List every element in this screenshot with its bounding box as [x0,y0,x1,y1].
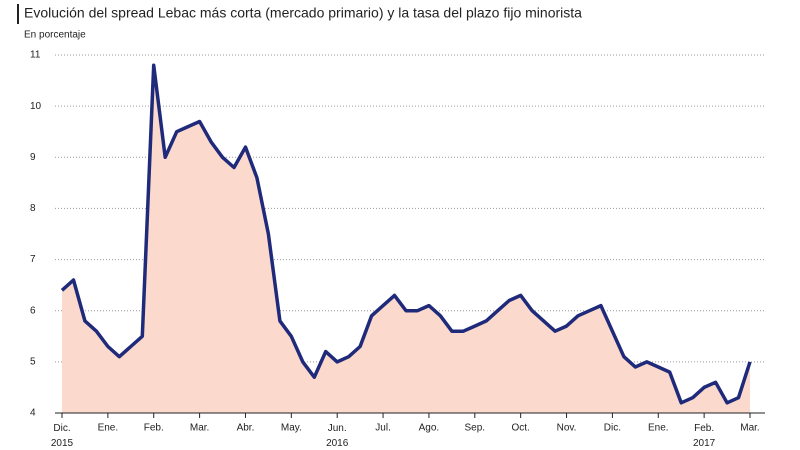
y-tick-label: 7 [30,254,36,265]
y-tick-label: 10 [30,101,42,112]
x-tick-label: Dic. [604,423,621,434]
x-tick-label: Abr. [237,423,255,434]
x-tick-label: Ene. [648,423,669,434]
line [60,63,752,405]
x-tick-label: Dic. 2015 [51,423,74,449]
x-tick-label: Feb. 2017 [693,423,716,449]
y-tick-label: 8 [30,203,36,214]
x-tick-label: Jul. [375,423,391,434]
x-tick-label: Mar. [740,423,759,434]
y-tick-label: 11 [30,50,41,61]
x-tick-label: Ago. [419,423,440,434]
y-tick-label: 5 [30,356,36,367]
x-tick-label: Mar. [190,423,209,434]
area [62,65,750,413]
x-tick-label: Ene. [98,423,119,434]
x-tick-label: Oct. [511,423,529,434]
x-tick-label: Nov. [557,423,577,434]
x-tick-label: Jun. 2016 [326,423,349,449]
x-tick-label: Sep. [465,423,486,434]
chart-title: Evolución del spread Lebac más corta (me… [24,5,582,21]
x-tick-label: Feb. [144,423,164,434]
title-bar [17,4,19,24]
y-tick-label: 6 [30,305,36,316]
y-tick-label: 4 [30,408,36,419]
y-tick-label: 9 [30,152,36,163]
subtitle: En porcentaje [24,30,86,41]
x-tick-label: May. [281,423,302,434]
